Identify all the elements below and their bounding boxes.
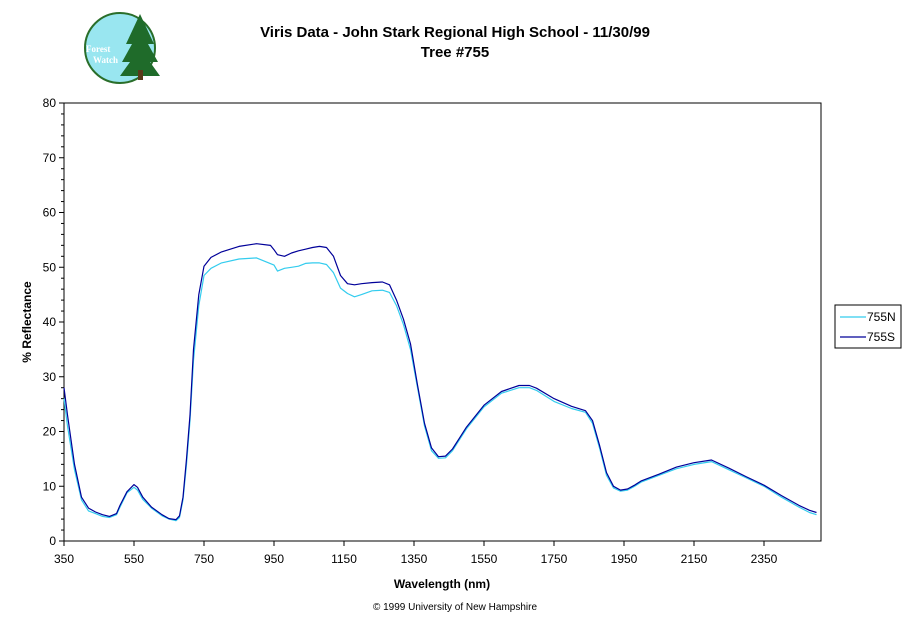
x-tick-label: 1350: [401, 552, 428, 566]
series-line-755N: [63, 257, 817, 522]
y-tick-label: 60: [43, 206, 57, 220]
tree-icon: [120, 14, 160, 80]
legend: 755N 755S: [834, 304, 902, 349]
copyright-footer: © 1999 University of New Hampshire: [373, 602, 538, 613]
x-tick-label: 1550: [471, 552, 498, 566]
y-tick-label: 30: [43, 370, 57, 384]
y-tick-label: 80: [43, 96, 57, 110]
x-tick-label: 1150: [331, 552, 357, 566]
y-tick-label: 10: [43, 479, 57, 493]
x-tick-label: 350: [54, 552, 74, 566]
x-tick-label: 550: [124, 552, 144, 566]
x-tick-label: 2350: [751, 552, 778, 566]
y-tick-label: 40: [43, 315, 57, 329]
plot-area: [63, 102, 822, 542]
x-tick-label: 1750: [541, 552, 568, 566]
chart-subtitle: Tree #755: [421, 44, 489, 61]
y-axis-label: % Reflectance: [20, 281, 34, 363]
x-tick-label: 1950: [611, 552, 638, 566]
x-axis: 350 550 750 950 1150 1350 1550 1750 1950 2150 2350: [54, 541, 778, 566]
x-tick-label: 2150: [681, 552, 708, 566]
logo-text-line1: Forest: [86, 44, 110, 54]
series-line-755S: [63, 243, 817, 521]
y-tick-label: 0: [49, 534, 56, 548]
y-axis: 0 10 20 30 40 50 60 70 80: [43, 96, 64, 548]
legend-label-755S: 755S: [867, 330, 895, 344]
x-axis-label: Wavelength (nm): [394, 577, 490, 591]
y-tick-label: 70: [43, 151, 57, 165]
y-tick-label: 20: [43, 425, 57, 439]
legend-label-755N: 755N: [867, 310, 896, 324]
series-lines: [63, 243, 817, 522]
y-tick-label: 50: [43, 260, 57, 274]
logo-text-line2: Watch: [93, 55, 118, 65]
forest-watch-logo: Forest Watch: [84, 12, 160, 84]
x-tick-label: 750: [194, 552, 214, 566]
chart-title: Viris Data - John Stark Regional High Sc…: [260, 24, 650, 41]
legend-box: [834, 304, 902, 349]
x-tick-label: 950: [264, 552, 284, 566]
